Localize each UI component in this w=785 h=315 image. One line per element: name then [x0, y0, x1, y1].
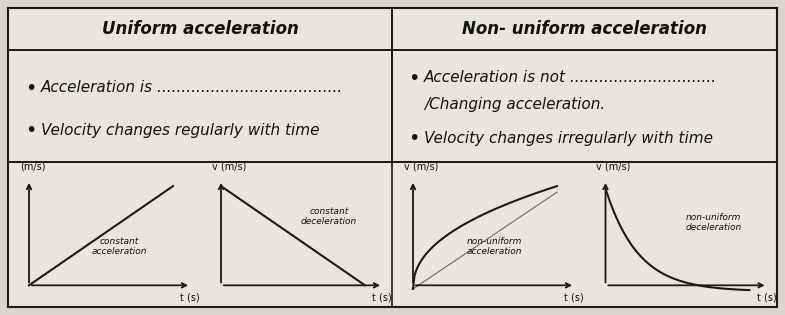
- Text: Acceleration is not ..............................: Acceleration is not ....................…: [424, 71, 717, 85]
- Text: Non- uniform acceleration: Non- uniform acceleration: [462, 20, 707, 38]
- Text: constant
deceleration: constant deceleration: [301, 207, 357, 226]
- Text: Acceleration is ......................................: Acceleration is ........................…: [41, 81, 343, 95]
- FancyBboxPatch shape: [392, 8, 777, 50]
- Text: Velocity changes irregularly with time: Velocity changes irregularly with time: [424, 130, 713, 146]
- Text: t (s): t (s): [181, 293, 200, 303]
- FancyBboxPatch shape: [8, 50, 392, 162]
- FancyBboxPatch shape: [392, 50, 777, 162]
- Text: v (m/s): v (m/s): [404, 162, 438, 172]
- Text: (m/s): (m/s): [20, 162, 46, 172]
- Text: non-uniform
acceleration: non-uniform acceleration: [466, 237, 522, 256]
- Text: •: •: [408, 129, 419, 147]
- FancyBboxPatch shape: [8, 162, 777, 307]
- Text: •: •: [25, 78, 36, 98]
- Text: •: •: [408, 68, 419, 88]
- Text: constant
acceleration: constant acceleration: [91, 237, 147, 256]
- Text: Uniform acceleration: Uniform acceleration: [101, 20, 298, 38]
- Text: •: •: [25, 121, 36, 140]
- Text: v (m/s): v (m/s): [597, 162, 631, 172]
- Text: non-uniform
deceleration: non-uniform deceleration: [685, 213, 742, 232]
- Text: t (s): t (s): [564, 293, 584, 303]
- Text: Velocity changes regularly with time: Velocity changes regularly with time: [41, 123, 319, 138]
- Text: v (m/s): v (m/s): [212, 162, 246, 172]
- FancyBboxPatch shape: [8, 8, 392, 50]
- Text: t (s): t (s): [757, 293, 776, 303]
- Text: /Changing acceleration.: /Changing acceleration.: [424, 98, 605, 112]
- Text: t (s): t (s): [372, 293, 392, 303]
